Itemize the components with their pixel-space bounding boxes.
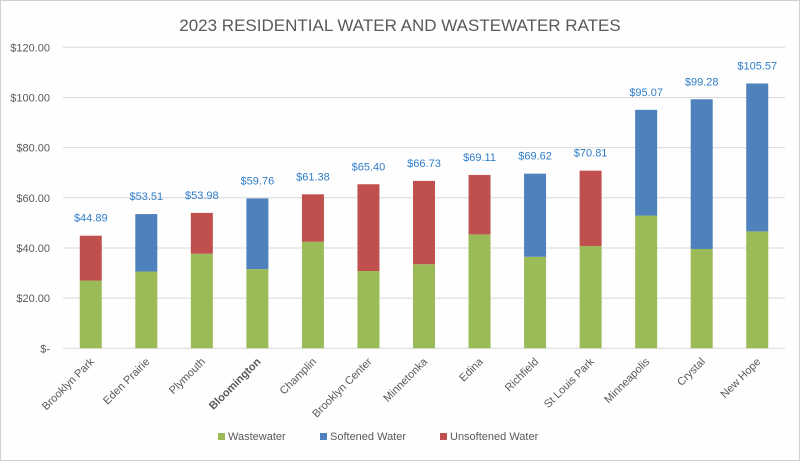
legend-label: Wastewater	[228, 431, 286, 443]
total-label: $69.11	[463, 152, 496, 164]
total-label: $59.76	[241, 175, 275, 187]
bar-segment-wastewater	[579, 245, 602, 349]
bar-segment-wastewater	[301, 241, 324, 349]
total-label: $66.73	[407, 158, 441, 170]
bar-segment-wastewater	[357, 271, 380, 349]
bar-segment-unsoftened-water	[357, 184, 380, 272]
bar-segment-wastewater	[746, 231, 769, 349]
bar-segment-wastewater	[690, 248, 713, 349]
gridlines	[63, 46, 785, 349]
bars	[79, 83, 769, 349]
bar-segment-unsoftened-water	[79, 235, 102, 281]
bar-segment-softened-water	[746, 83, 769, 232]
bar-segment-wastewater	[524, 256, 547, 349]
bar-segment-softened-water	[635, 109, 658, 216]
total-label: $53.51	[129, 191, 163, 203]
bar-segment-wastewater	[635, 215, 658, 349]
legend-label: Unsoftened Water	[450, 431, 539, 443]
x-tick-label: Edina	[457, 355, 486, 384]
x-tick-label: Minneapolis	[602, 356, 652, 406]
y-tick-label: $100.00	[10, 92, 50, 104]
x-tick-label: Richfield	[503, 356, 541, 394]
x-tick-label: Plymouth	[167, 356, 208, 397]
bar-segment-wastewater	[190, 253, 213, 349]
y-axis: $- $20.00 $40.00 $60.00 $80.00 $100.00 $120.00	[10, 42, 50, 355]
bar-segment-softened-water	[135, 214, 158, 272]
y-tick-label: $60.00	[16, 193, 50, 205]
x-tick-label: Brooklyn Park	[40, 356, 97, 413]
total-label: $70.81	[574, 148, 608, 160]
x-tick-label: Crystal	[675, 356, 708, 389]
bar-segment-unsoftened-water	[190, 212, 213, 254]
x-tick-label: New Hope	[719, 356, 764, 401]
total-label: $61.38	[296, 171, 330, 183]
bar-segment-wastewater	[79, 280, 102, 349]
legend: Wastewater Softened Water Unsoftened Water	[218, 431, 539, 443]
bar-segment-wastewater	[246, 269, 269, 349]
bar-segment-softened-water	[524, 173, 547, 257]
bar-segment-unsoftened-water	[579, 170, 602, 246]
x-tick-label: Eden Prairie	[101, 356, 152, 407]
y-tick-label: $-	[40, 343, 50, 355]
bar-segment-wastewater	[468, 234, 491, 349]
bar-segment-wastewater	[135, 271, 158, 349]
x-tick-label: Champlin	[278, 356, 319, 397]
total-label: $44.89	[74, 213, 108, 225]
x-axis: Brooklyn Park Eden Prairie Plymouth Bloomin…	[40, 355, 763, 420]
total-label: $105.57	[737, 60, 777, 72]
x-tick-label: Minnetonka	[381, 355, 430, 404]
total-label: $69.62	[518, 151, 552, 163]
y-tick-label: $120.00	[10, 42, 50, 54]
legend-label: Softened Water	[330, 431, 406, 443]
chart-title: 2023 RESIDENTIAL WATER AND WASTEWATER RA…	[179, 16, 620, 35]
x-tick-label: Bloomington	[207, 356, 264, 413]
y-tick-label: $80.00	[16, 143, 50, 155]
bar-segment-unsoftened-water	[468, 174, 491, 235]
bar-segment-unsoftened-water	[301, 194, 324, 242]
x-tick-label: Brooklyn Center	[310, 356, 374, 420]
y-tick-label: $40.00	[16, 243, 50, 255]
legend-swatch	[218, 433, 225, 440]
y-tick-label: $20.00	[16, 293, 50, 305]
x-tick-label: St Louis Park	[542, 356, 597, 411]
bar-segment-softened-water	[690, 99, 713, 249]
total-label: $95.07	[629, 87, 663, 99]
total-label: $99.28	[685, 76, 719, 88]
total-label: $53.98	[185, 190, 219, 202]
total-label: $65.40	[352, 161, 386, 173]
legend-swatch	[320, 433, 327, 440]
bar-segment-softened-water	[246, 198, 269, 270]
legend-swatch	[440, 433, 447, 440]
data-labels: $44.89 $53.51 $53.98 $59.76 $61.38 $65.40 $66.…	[74, 60, 777, 224]
bar-segment-wastewater	[413, 264, 435, 349]
bar-segment-unsoftened-water	[413, 180, 435, 265]
